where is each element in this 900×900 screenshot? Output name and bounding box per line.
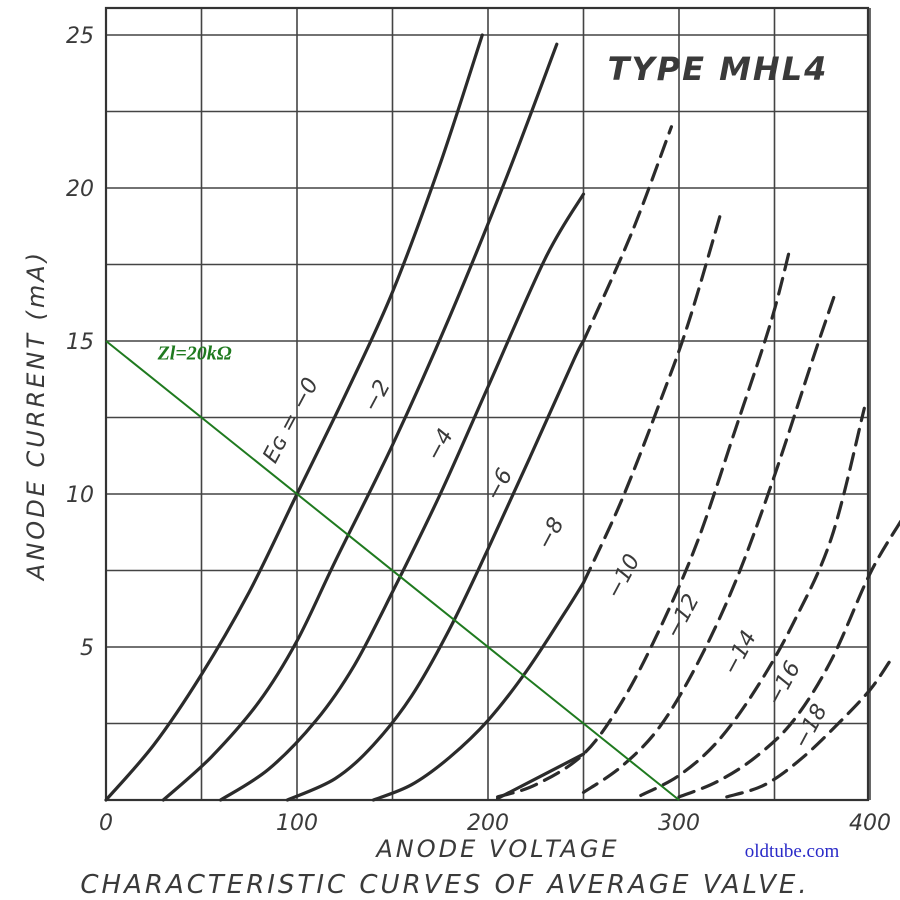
x-tick-label-200: 200 [467,811,509,836]
curve-eg-4 [219,192,586,802]
y-tick-label-10: 10 [66,483,94,508]
y-tick-label-20: 20 [66,177,94,202]
curve-eg-eg0 [104,33,484,802]
tick-labels: 0 100 200 300 400 5 10 15 20 25 [66,24,891,836]
y-tick-label-25: 25 [66,24,94,49]
credit-text: oldtube.com [745,841,840,862]
curve-family [104,33,900,802]
curve-eg-6-dashed [581,125,673,343]
curve-eg-10 [496,247,792,799]
curve-eg-16 [677,520,900,799]
y-tick-label-5: 5 [80,636,94,661]
curve-eg-18 [725,660,891,799]
curve-eg-8 [371,581,586,802]
chart-title: TYPE MHL4 [608,50,829,88]
x-tick-label-300: 300 [658,811,700,836]
y-tick-label-15: 15 [66,330,94,355]
load-line-group: Zl=20kΩ [105,340,680,801]
curve-eg-14 [639,406,866,797]
load-line [105,340,680,801]
y-axis-title: ANODE CURRENT (mA) [22,250,50,582]
x-tick-label-0: 0 [99,811,113,836]
x-tick-label-100: 100 [276,811,318,836]
x-tick-label-400: 400 [849,811,891,836]
curve-tail-segment-0 [496,752,586,801]
curve-eg-2 [161,42,559,802]
curve-eg-12 [581,290,838,794]
plot-frame [104,6,870,802]
load-line-label: Zl=20kΩ [157,342,232,364]
curve-eg-8-dashed [581,210,723,585]
chart-subtitle: CHARACTERISTIC CURVES OF AVERAGE VALVE. [80,870,809,900]
x-axis-title: ANODE VOLTAGE [374,835,619,863]
curve-eg-6 [285,339,586,802]
